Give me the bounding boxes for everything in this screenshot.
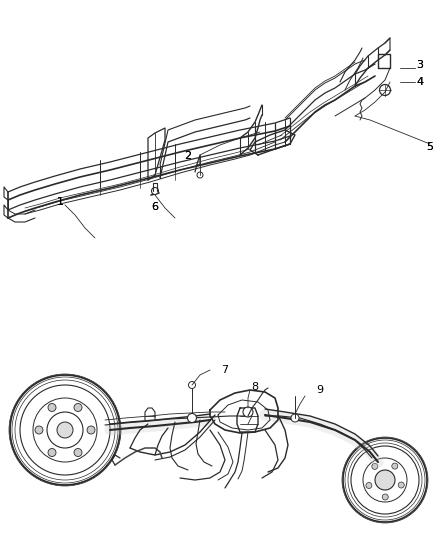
Text: 4: 4 <box>417 77 424 87</box>
Circle shape <box>372 463 378 470</box>
Text: 1: 1 <box>57 197 64 207</box>
Circle shape <box>379 85 391 95</box>
Circle shape <box>243 407 253 417</box>
Circle shape <box>74 403 82 411</box>
Circle shape <box>48 403 56 411</box>
Text: 7: 7 <box>222 365 229 375</box>
Circle shape <box>57 422 73 438</box>
Text: 9: 9 <box>316 385 324 395</box>
Circle shape <box>87 426 95 434</box>
Circle shape <box>366 482 372 488</box>
Circle shape <box>291 414 299 422</box>
Circle shape <box>375 470 395 490</box>
Circle shape <box>188 382 195 389</box>
Text: 5: 5 <box>427 142 434 152</box>
Text: 4: 4 <box>417 77 424 87</box>
Circle shape <box>382 494 388 500</box>
Circle shape <box>392 463 398 469</box>
Text: 3: 3 <box>417 60 424 70</box>
Circle shape <box>152 188 159 195</box>
Circle shape <box>10 375 120 485</box>
Text: 8: 8 <box>251 382 258 392</box>
Circle shape <box>20 385 110 475</box>
Circle shape <box>197 172 203 178</box>
Circle shape <box>363 458 407 502</box>
Circle shape <box>351 446 419 514</box>
Text: 1: 1 <box>57 197 64 207</box>
Circle shape <box>47 412 83 448</box>
Circle shape <box>343 438 427 522</box>
Circle shape <box>74 448 82 457</box>
Text: 2: 2 <box>184 151 191 161</box>
Text: 2: 2 <box>184 151 191 161</box>
Text: 5: 5 <box>427 142 434 152</box>
Circle shape <box>33 398 97 462</box>
Circle shape <box>48 448 56 457</box>
Text: 6: 6 <box>152 202 159 212</box>
Text: 6: 6 <box>152 202 159 212</box>
Circle shape <box>187 414 197 423</box>
Circle shape <box>398 482 404 488</box>
Circle shape <box>35 426 43 434</box>
Text: 3: 3 <box>417 60 424 70</box>
